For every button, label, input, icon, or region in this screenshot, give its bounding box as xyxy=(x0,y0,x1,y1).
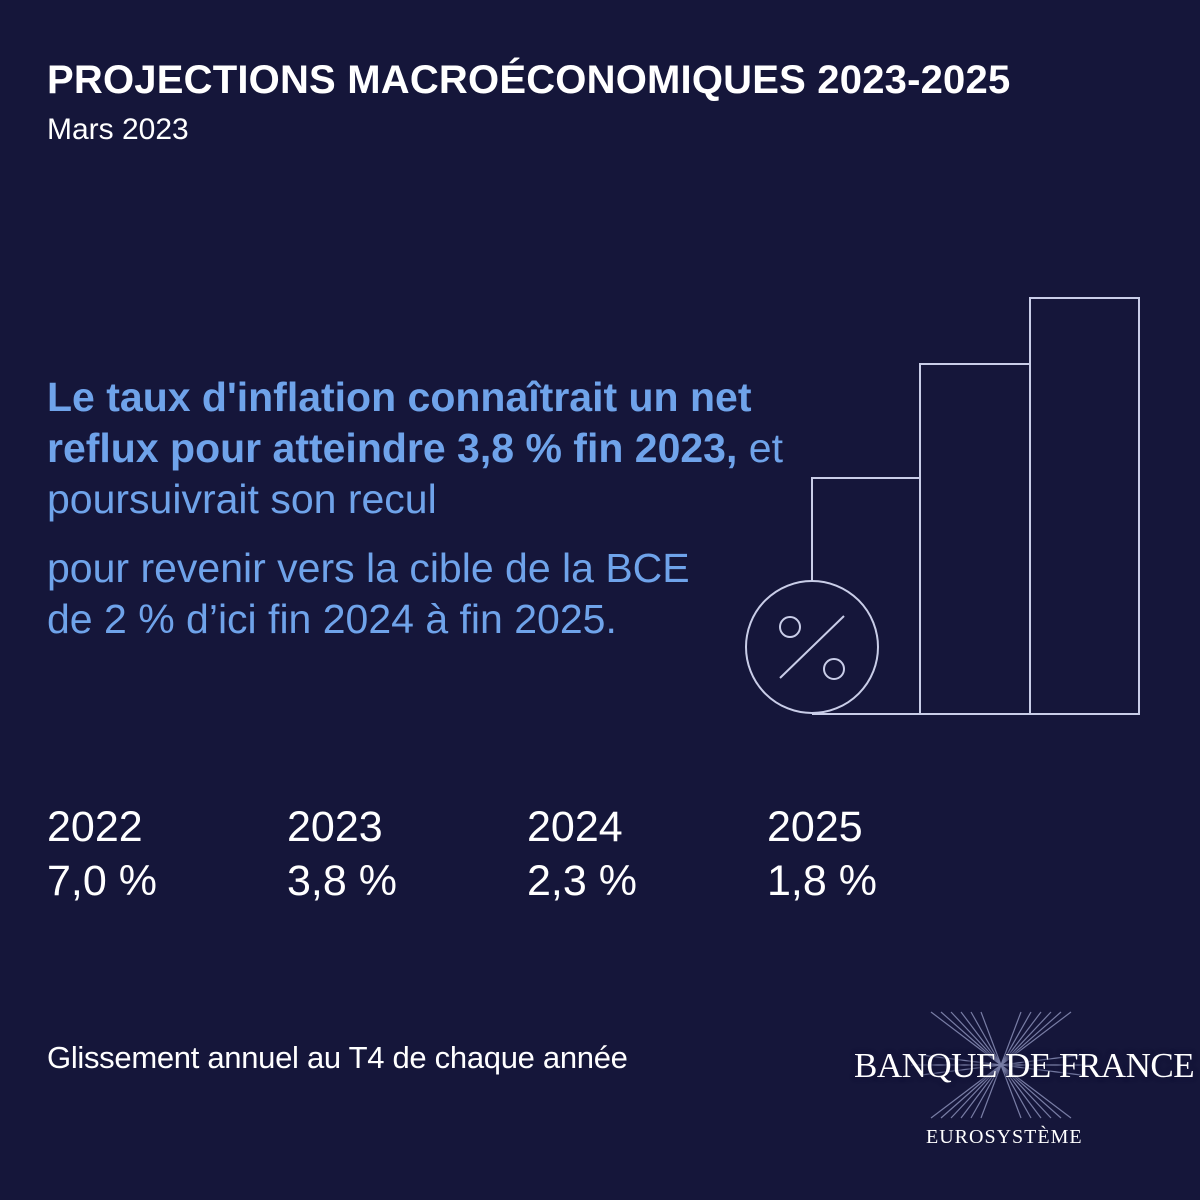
logo-emblem-icon xyxy=(911,1011,1091,1119)
year-value: 3,8 % xyxy=(287,857,397,905)
year-value: 1,8 % xyxy=(767,857,877,905)
bar-small xyxy=(811,477,921,715)
headline: Le taux d'inflation connaîtrait un net r… xyxy=(47,372,787,525)
year-value: 7,0 % xyxy=(47,857,157,905)
logo-name: BANQUE DE FRANCE xyxy=(854,1046,1195,1085)
year-label: 2023 xyxy=(287,803,383,851)
bar-large xyxy=(1029,297,1140,715)
bar-chart-illustration xyxy=(740,290,1150,720)
projection-2025: 2025 1,8 % xyxy=(767,800,987,908)
page-subtitle: Mars 2023 xyxy=(47,113,189,146)
projection-2024: 2024 2,3 % xyxy=(527,800,747,908)
bar-chart-icon xyxy=(745,297,1140,715)
year-label: 2025 xyxy=(767,803,863,851)
banque-de-france-logo: BANQUE DE FRANCE EUROSYSTÈME xyxy=(846,1010,1195,1160)
body-text: pour revenir vers la cible de la BCE de … xyxy=(47,545,690,642)
headline-regular-text: et poursuivrait son recul xyxy=(47,425,783,522)
headline-bold-text: Le taux d'inflation connaîtrait un net r… xyxy=(47,374,752,471)
yearly-projections: 2022 7,0 % 2023 3,8 % 2024 2,3 % 2025 1,… xyxy=(47,800,1007,910)
page-title: PROJECTIONS MACROÉCONOMIQUES 2023-2025 xyxy=(47,58,1011,102)
year-label: 2024 xyxy=(527,803,623,851)
projection-2023: 2023 3,8 % xyxy=(287,800,507,908)
bar-medium xyxy=(919,363,1031,715)
logo-subtitle: EUROSYSTÈME xyxy=(926,1126,1083,1148)
year-label: 2022 xyxy=(47,803,143,851)
footnote: Glissement annuel au T4 de chaque année xyxy=(47,1040,628,1075)
percent-icon xyxy=(745,580,879,714)
year-value: 2,3 % xyxy=(527,857,637,905)
projection-2022: 2022 7,0 % xyxy=(47,800,267,908)
